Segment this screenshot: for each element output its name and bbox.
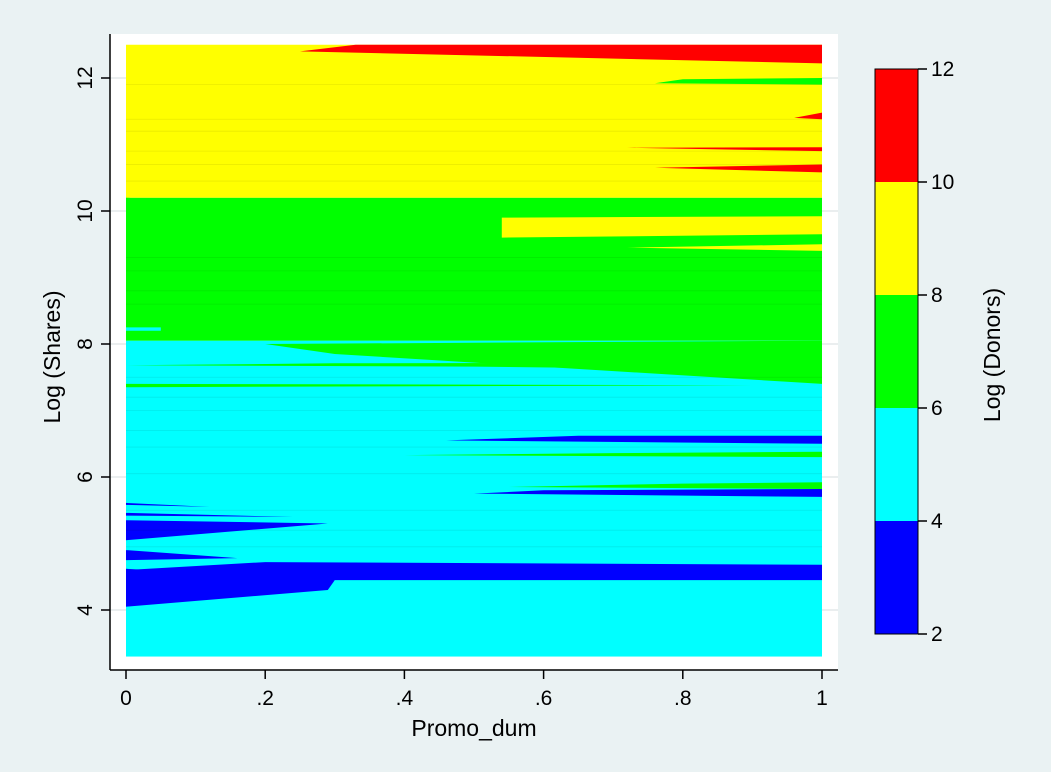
contour-region [126,520,328,541]
contour-region [446,435,822,444]
contour-region [655,78,822,85]
colorbar-tick-label: 2 [931,623,943,646]
colorbar-tick-label: 10 [931,171,954,194]
x-tick-label: .8 [674,687,692,710]
contour-region [627,147,822,152]
contour-region [501,216,822,238]
colorbar-swatch [875,295,918,408]
x-tick-label: .2 [256,687,274,710]
colorbar-swatch [875,69,918,182]
contour-region [126,512,293,517]
colorbar-swatch [875,408,918,521]
contour-region [126,550,238,561]
contour-region [126,502,210,507]
colorbar-frame [874,68,919,635]
colorbar-swatch [875,521,918,634]
x-tick-label: 0 [120,687,132,710]
colorbar-tick-label: 8 [931,284,943,307]
y-tick-label: 12 [74,66,97,89]
contour-region [404,451,822,458]
colorbar: 2 4 6 8 10 12 [874,58,954,646]
contour-region [126,562,822,581]
y-tick-label: 8 [74,338,97,350]
y-tick-label: 4 [74,604,97,616]
contour-region [126,383,753,388]
contour-region [627,244,822,251]
x-axis-label: Promo_dum [411,715,536,741]
contour-region [126,327,161,331]
contour-region [794,112,822,120]
colorbar-tick-label: 6 [931,397,943,420]
contour-region [126,197,224,211]
contour-band [126,44,822,198]
colorbar-swatch [875,182,918,295]
colorbar-tick-label: 12 [931,58,954,81]
contour-region [655,164,822,173]
plot-area [126,44,822,657]
axes: 0 .2 .4 .6 .8 1 4 6 8 10 12 [74,34,838,710]
contour-region [265,340,822,384]
colorbar-tick-label: 4 [931,510,943,533]
contour-region [508,482,822,489]
y-tick-label: 6 [74,471,97,483]
y-axis-label: Log (Shares) [39,291,65,424]
y-tick-label: 10 [74,199,97,222]
contour-region [300,44,822,64]
x-tick-label: .4 [396,687,414,710]
contour-region [474,489,822,497]
colorbar-label: Log (Donors) [979,288,1005,422]
contour-band [126,340,822,657]
x-tick-label: .6 [535,687,553,710]
x-tick-label: 1 [816,687,828,710]
